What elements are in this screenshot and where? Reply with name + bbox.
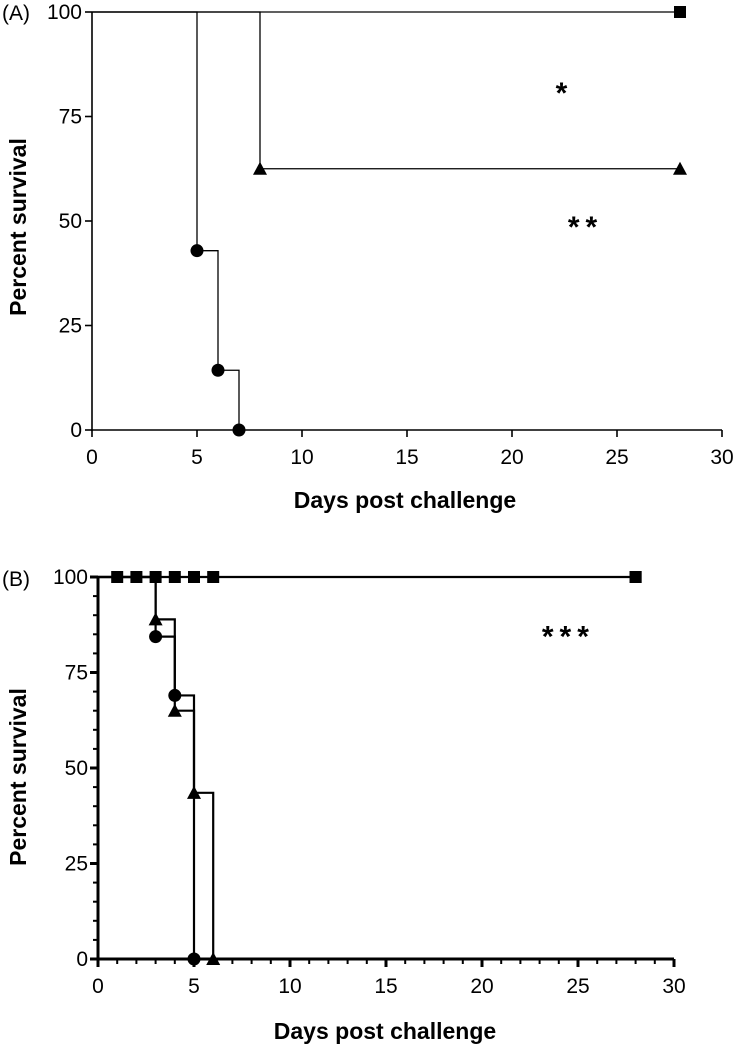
panel-a-axes: 0 5 10 15 20 25 30 0 25 50 75 100	[47, 1, 733, 469]
panel-a-y-axis-title: Percent survival	[5, 138, 31, 316]
panel-b-x-axis-title: Days post challenge	[274, 1018, 496, 1044]
panel-b-label: (B)	[2, 568, 30, 591]
censor-mark-square	[168, 571, 181, 583]
series-square	[98, 571, 642, 583]
data-point-triangle	[206, 952, 221, 965]
y-tick-label: 75	[65, 662, 88, 685]
series-circle-line	[98, 575, 196, 959]
x-tick-label: 30	[662, 975, 685, 998]
panel-a-series: ***	[92, 6, 687, 437]
data-point-triangle	[167, 703, 182, 717]
x-tick-label: 20	[500, 446, 523, 469]
y-tick-label: 50	[65, 757, 88, 780]
y-tick-label: 25	[65, 853, 88, 876]
significance-annotation: **	[568, 211, 603, 244]
y-tick-label: 100	[47, 1, 82, 24]
panel-b: (B) 0 5 10 15 20 25 30 0 25 50 75 100 *** Days post…	[2, 566, 686, 1044]
censor-mark-square	[207, 571, 220, 583]
x-tick-label: 30	[710, 446, 733, 469]
y-tick-label: 0	[70, 419, 82, 442]
panel-b-series: ***	[98, 571, 642, 966]
series-triangle-line	[92, 11, 680, 170]
panel-b-y-axis-title: Percent survival	[5, 688, 31, 866]
series-circle	[98, 575, 201, 966]
series-triangle	[92, 11, 687, 175]
data-point-circle	[232, 423, 246, 437]
x-tick-label: 25	[605, 446, 628, 469]
y-tick-label: 25	[59, 315, 82, 338]
y-tick-label: 0	[76, 948, 88, 971]
data-point-square	[674, 6, 686, 18]
x-tick-label: 5	[188, 975, 200, 998]
censor-mark-square	[629, 571, 642, 583]
x-tick-label: 15	[374, 975, 397, 998]
x-tick-label: 5	[191, 446, 203, 469]
series-circle	[92, 11, 246, 437]
panel-b-axes: 0 5 10 15 20 25 30 0 25 50 75 100	[53, 566, 686, 998]
y-tick-label: 50	[59, 210, 82, 233]
y-tick-label: 75	[59, 106, 82, 129]
significance-annotation: ***	[542, 621, 595, 654]
data-point-circle	[190, 244, 204, 258]
series-circle-line	[92, 11, 240, 430]
x-tick-label: 25	[566, 975, 589, 998]
data-point-circle	[149, 630, 163, 644]
data-point-circle	[187, 952, 201, 966]
x-tick-label: 0	[86, 446, 98, 469]
x-tick-label: 0	[92, 975, 104, 998]
data-point-triangle	[253, 161, 267, 175]
data-point-circle	[211, 363, 225, 377]
data-point-triangle	[673, 161, 687, 175]
y-tick-label: 100	[53, 566, 88, 589]
x-tick-label: 20	[470, 975, 493, 998]
censor-mark-square	[188, 571, 200, 583]
x-tick-label: 10	[290, 446, 313, 469]
x-tick-label: 10	[278, 975, 301, 998]
data-point-circle	[168, 688, 182, 702]
significance-annotation: *	[556, 77, 574, 110]
panel-a-label: (A)	[2, 2, 30, 25]
x-tick-label: 15	[395, 446, 418, 469]
panel-a-x-axis-title: Days post challenge	[294, 487, 516, 513]
